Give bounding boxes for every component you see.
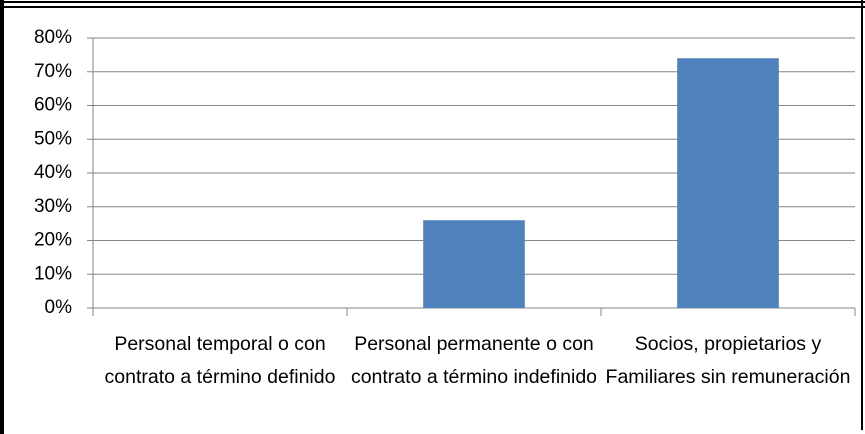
y-tick-label: 20%: [34, 230, 72, 251]
y-tick-label: 50%: [34, 128, 72, 149]
x-tick-label: Personal permanente o con contrato a tér…: [350, 333, 598, 388]
y-tick-label: 30%: [34, 196, 72, 217]
y-tick-label: 80%: [34, 27, 72, 48]
x-tick-label: Socios, propietarios y Familiares sin re…: [605, 333, 851, 388]
bar: [677, 58, 779, 308]
y-tick-label: 0%: [45, 297, 73, 318]
y-tick-label: 40%: [34, 162, 72, 183]
y-tick-label: 10%: [34, 263, 72, 284]
bar: [423, 220, 525, 308]
y-tick-label: 60%: [34, 95, 72, 116]
x-tick-label: Personal temporal o con contrato a térmi…: [104, 333, 336, 388]
y-tick-label: 70%: [34, 61, 72, 82]
